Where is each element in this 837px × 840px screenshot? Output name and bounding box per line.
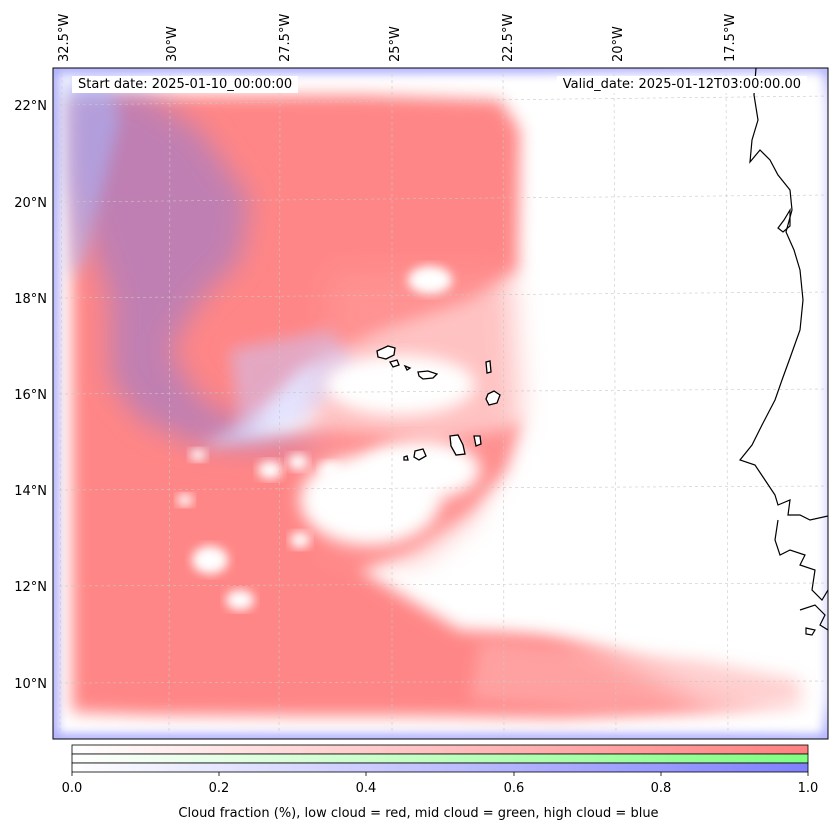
island-santiago <box>449 434 466 456</box>
low-cloud-area <box>72 95 805 718</box>
colorbar-tick-1: 1.0 <box>798 781 819 796</box>
island-brava <box>403 455 409 461</box>
colorbar-tick-0-2: 0.2 <box>209 781 230 796</box>
colorbar-tick-0: 0.0 <box>62 781 83 796</box>
island-santo-antao <box>376 345 396 360</box>
map-frame <box>52 67 829 740</box>
colorbar-tick-0-6: 0.6 <box>504 781 525 796</box>
colorbar-title: Cloud fraction (%), low cloud = red, mid… <box>178 806 659 821</box>
latitude-labels: 22°N 20°N 18°N 16°N 14°N 12°N 10°N <box>14 99 47 692</box>
island-sao-vicente <box>389 359 400 368</box>
lon-label-30w: 30°W <box>165 26 180 62</box>
graticule <box>53 68 828 739</box>
valid-date-annotation: Valid_date: 2025-01-12T03:00:00.00 <box>556 76 807 93</box>
high-cloud-band <box>70 90 330 450</box>
lon-label-20w: 20°W <box>611 26 626 62</box>
colorbar-blue <box>71 762 809 773</box>
cloud-field <box>53 68 828 739</box>
lon-label-25w: 25°W <box>388 26 403 62</box>
lat-label-14n: 14°N <box>14 484 47 499</box>
lat-label-18n: 18°N <box>14 292 47 307</box>
cape-verde-islands <box>376 345 501 461</box>
island-fogo <box>413 448 427 461</box>
lat-label-20n: 20°N <box>14 196 47 211</box>
island-sal <box>485 360 492 374</box>
island-maio <box>473 435 482 447</box>
lat-label-16n: 16°N <box>14 388 47 403</box>
colorbar-red <box>71 744 809 755</box>
lon-label-32-5w: 32.5°W <box>57 14 72 62</box>
colorbar-tick-0-8: 0.8 <box>651 781 672 796</box>
island-santa-luzia <box>403 364 412 371</box>
start-date-annotation: Start date: 2025-01-10_00:00:00 <box>72 76 299 93</box>
lat-label-12n: 12°N <box>14 580 47 595</box>
lat-label-10n: 10°N <box>14 677 47 692</box>
colorbar-tick-0-4: 0.4 <box>356 781 377 796</box>
africa-coastline <box>738 68 828 636</box>
lat-label-22n: 22°N <box>14 99 47 114</box>
lon-label-27-5w: 27.5°W <box>278 14 293 62</box>
longitude-labels: 32.5°W 30°W 27.5°W 25°W 22.5°W 20°W 17.5… <box>57 14 738 62</box>
island-sao-nicolau <box>417 370 439 380</box>
colorbar-green <box>71 753 809 764</box>
lon-label-17-5w: 17.5°W <box>723 14 738 62</box>
colorbar: 0.0 0.2 0.4 0.6 0.8 1.0 <box>62 744 819 796</box>
lon-label-22-5w: 22.5°W <box>501 14 516 62</box>
island-boa-vista <box>485 390 501 406</box>
